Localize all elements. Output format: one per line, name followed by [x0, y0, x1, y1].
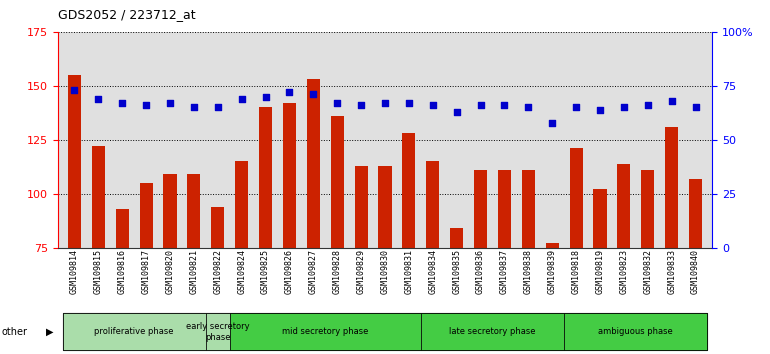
Point [641, 102, 654, 108]
Point [283, 90, 296, 95]
Text: early secretory
phase: early secretory phase [186, 322, 249, 342]
Bar [235, 161, 248, 354]
Point [164, 100, 176, 106]
Bar [570, 148, 583, 354]
Point [522, 104, 534, 110]
Point [689, 104, 701, 110]
Bar [665, 127, 678, 354]
Bar [618, 164, 631, 354]
Bar [474, 170, 487, 354]
Text: proliferative phase: proliferative phase [95, 327, 174, 336]
Point [116, 100, 129, 106]
Bar [211, 207, 224, 354]
Text: mid secretory phase: mid secretory phase [282, 327, 369, 336]
Bar [92, 146, 105, 354]
Bar [116, 209, 129, 354]
Point [618, 104, 630, 110]
Bar [450, 228, 464, 354]
Point [188, 104, 200, 110]
Point [69, 87, 81, 93]
Bar [546, 244, 559, 354]
Point [92, 96, 105, 102]
Point [379, 100, 391, 106]
Text: late secretory phase: late secretory phase [449, 327, 536, 336]
Point [236, 96, 248, 102]
Point [403, 100, 415, 106]
Point [427, 102, 439, 108]
Bar [259, 107, 272, 354]
Point [665, 98, 678, 104]
Bar [594, 189, 607, 354]
Bar [68, 75, 81, 354]
Point [450, 109, 463, 115]
Text: ▶: ▶ [45, 327, 53, 337]
Point [546, 120, 558, 125]
Point [259, 94, 272, 99]
Point [140, 102, 152, 108]
Bar [187, 175, 200, 354]
Text: ambiguous phase: ambiguous phase [598, 327, 673, 336]
Bar [354, 166, 368, 354]
Bar [641, 170, 654, 354]
Point [331, 100, 343, 106]
Bar [330, 116, 343, 354]
Bar [689, 179, 702, 354]
Bar [427, 161, 440, 354]
Point [212, 104, 224, 110]
Bar [283, 103, 296, 354]
Bar [139, 183, 152, 354]
Point [498, 102, 511, 108]
Bar [163, 175, 176, 354]
Bar [522, 170, 535, 354]
Point [570, 104, 582, 110]
Bar [378, 166, 392, 354]
Point [355, 102, 367, 108]
Point [474, 102, 487, 108]
Point [307, 92, 320, 97]
Text: other: other [2, 327, 28, 337]
Text: GDS2052 / 223712_at: GDS2052 / 223712_at [58, 8, 196, 21]
Bar [402, 133, 416, 354]
Bar [498, 170, 511, 354]
Point [594, 107, 606, 113]
Bar [306, 79, 320, 354]
